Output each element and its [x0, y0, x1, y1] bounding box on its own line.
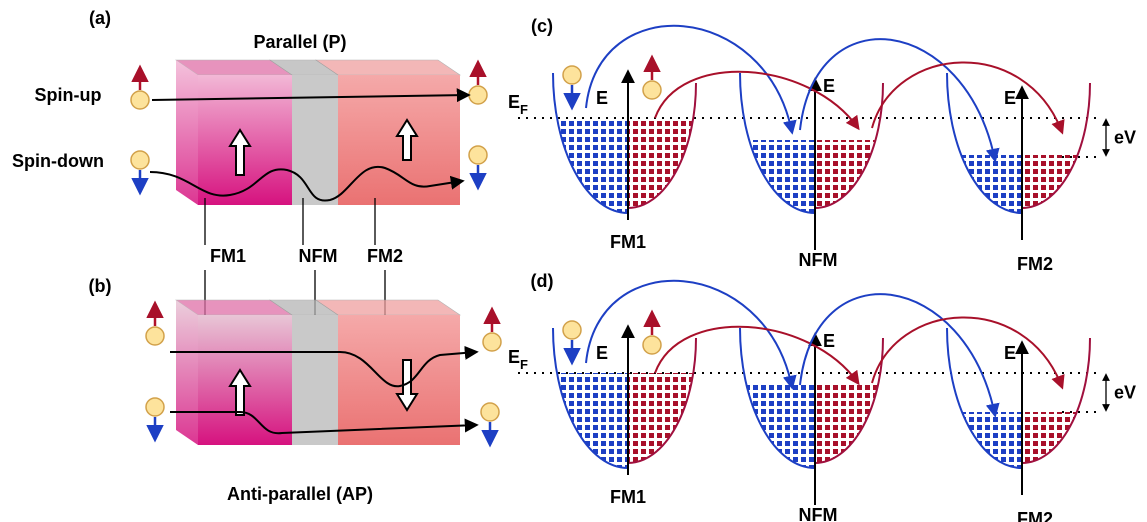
panel-caption: Anti-parallel (AP) — [227, 484, 373, 504]
spin-electron — [131, 91, 149, 109]
spin-down-states — [740, 140, 815, 213]
layer-label: FM2 — [1017, 254, 1053, 274]
fermi-level-label: EF — [508, 92, 528, 117]
fermi-level-label: EF — [508, 347, 528, 372]
spin-electron — [483, 333, 501, 351]
layer-front — [292, 75, 338, 205]
layer-side — [176, 60, 198, 205]
fermi-symbol: E — [508, 92, 520, 112]
spin-down-states — [947, 412, 1022, 468]
panel-label: (c) — [531, 16, 553, 36]
energy-axis-label: E — [596, 343, 608, 363]
spin-electron — [563, 66, 581, 84]
spin-up-states — [1022, 412, 1090, 463]
panel-label: (a) — [89, 8, 111, 28]
spin-down-label: Spin-down — [12, 151, 104, 171]
spin-up-label: Spin-up — [35, 85, 102, 105]
layer-label: NFM — [799, 250, 838, 270]
bias-label: eV — [1114, 128, 1136, 148]
layer-top — [316, 60, 460, 75]
layer-label: FM1 — [610, 487, 646, 507]
spin-electron — [146, 327, 164, 345]
figure: (a) Parallel (P) Spin-up Spin-down FM1 NFM FM2… — [0, 0, 1147, 522]
transfer-arrow — [586, 281, 792, 387]
energy-axis-label: E — [1004, 343, 1016, 363]
bias-label: eV — [1114, 383, 1136, 403]
spin-electron — [469, 86, 487, 104]
transfer-arrow — [872, 317, 1062, 387]
spin-down-states — [740, 385, 815, 468]
energy-axis-label: E — [823, 76, 835, 96]
spin-down-states — [947, 155, 1022, 213]
layer-top — [316, 300, 460, 315]
layer-label: FM2 — [1017, 509, 1053, 522]
layer-label: FM1 — [610, 232, 646, 252]
panel-title: Parallel (P) — [253, 32, 346, 52]
spin-down-states — [553, 118, 628, 213]
spin-down-states — [553, 373, 628, 468]
transfer-arrow — [586, 26, 792, 132]
energy-axis-label: E — [823, 331, 835, 351]
spin-electron — [563, 321, 581, 339]
energy-axis-label: E — [1004, 88, 1016, 108]
fermi-subscript: F — [520, 357, 528, 372]
spin-up-states — [628, 373, 696, 463]
layer-label: FM1 — [210, 246, 246, 266]
panel-label: (b) — [89, 276, 112, 296]
spin-electron — [643, 336, 661, 354]
layer-label: NFM — [299, 246, 338, 266]
spin-up-states — [628, 118, 696, 208]
layer-side — [176, 300, 198, 445]
layer-label: FM2 — [367, 246, 403, 266]
layer-front — [292, 315, 338, 445]
spin-electron — [469, 146, 487, 164]
spin-electron — [146, 398, 164, 416]
panel-label: (d) — [531, 271, 554, 291]
fermi-symbol: E — [508, 347, 520, 367]
spin-electron — [481, 403, 499, 421]
layer-label: NFM — [799, 505, 838, 522]
spin-electron — [131, 151, 149, 169]
spin-electron — [643, 81, 661, 99]
transfer-arrow — [872, 62, 1062, 132]
fermi-subscript: F — [520, 102, 528, 117]
spin-up-states — [1022, 155, 1090, 208]
spin-up-states — [815, 385, 883, 463]
energy-axis-label: E — [596, 88, 608, 108]
